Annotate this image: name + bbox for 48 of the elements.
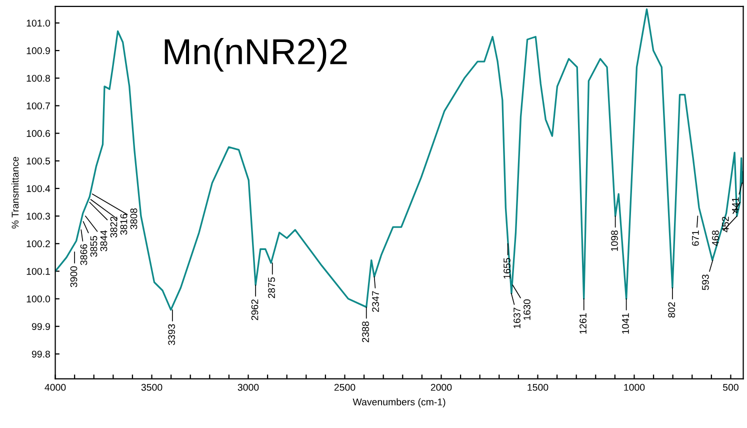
- annotation: 3900: [70, 266, 78, 288]
- y-tick-label: 100.1: [26, 268, 50, 275]
- x-tick-label: 3500: [141, 384, 162, 391]
- y-tick-label: 100.8: [26, 74, 50, 82]
- annotation: 3808: [130, 208, 138, 230]
- x-tick-label: 2500: [334, 384, 356, 391]
- annotation: 452: [722, 216, 729, 232]
- y-tick-label: 100.7: [26, 102, 50, 110]
- x-tick-label: 3000: [238, 384, 259, 391]
- annotation: 3844: [100, 230, 108, 252]
- x-tick-label: 500: [723, 384, 738, 391]
- annotation: 1041: [622, 313, 629, 334]
- y-tick-label: 100.5: [26, 158, 50, 164]
- y-axis-title: % Transmittance: [11, 156, 19, 228]
- y-tick-label: 100.3: [26, 212, 50, 220]
- annotation: 441: [732, 197, 739, 213]
- y-tick-label: 100.0: [26, 296, 50, 302]
- annotation: 593: [702, 274, 709, 290]
- annotation: 3393: [168, 324, 176, 346]
- annotation: 468: [712, 230, 719, 246]
- x-tick-label: 4000: [44, 384, 66, 391]
- annotation: 3855: [90, 236, 98, 257]
- annotation: 2347: [372, 291, 379, 312]
- y-tick-label: 100.4: [26, 185, 50, 192]
- annotation: 671: [692, 230, 699, 246]
- x-tick-label: 1500: [528, 384, 548, 391]
- annotation: 2875: [268, 277, 275, 298]
- y-tick-label: 99.8: [32, 350, 50, 358]
- y-tick-label: 101.0: [26, 20, 50, 27]
- annotation: 1261: [580, 313, 586, 334]
- annotation: 2388: [362, 321, 369, 342]
- annotation: 1098: [611, 230, 618, 251]
- y-tick-label: 99.9: [32, 323, 50, 330]
- y-tick-label: 100.6: [26, 130, 50, 137]
- text: Mn(nNR2)2: [164, 38, 347, 72]
- y-tick-label: 100.2: [26, 240, 50, 248]
- y-tick-label: 100.9: [26, 47, 50, 54]
- annotation: 3816: [120, 214, 128, 235]
- annotation: 2962: [251, 299, 258, 320]
- x-tick-label: 2000: [430, 384, 452, 391]
- x-axis-title: Wavenumbers (cm-1): [352, 398, 446, 408]
- annotation: 3866: [80, 244, 88, 266]
- annotation: 1637: [514, 308, 520, 328]
- annotation: 1655: [504, 258, 510, 279]
- annotation: 1630: [524, 299, 530, 320]
- annotation: 802: [668, 302, 676, 318]
- x-tick-label: 1000: [624, 384, 645, 391]
- annotation: 3822: [110, 216, 118, 238]
